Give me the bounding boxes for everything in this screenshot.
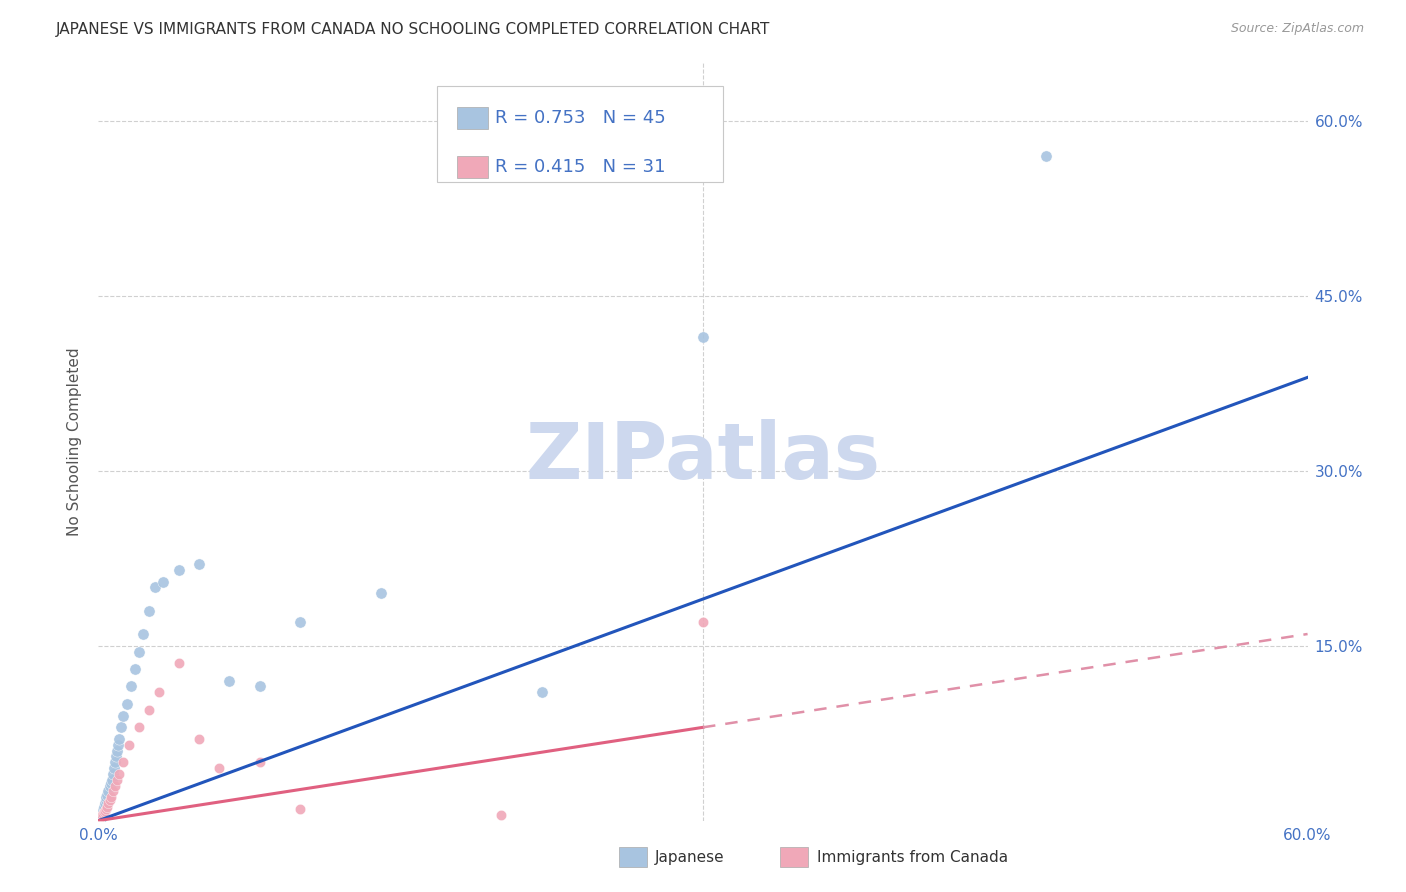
Point [91,807,114,822]
Point [91,806,114,821]
Point [218,673,240,688]
Point [120,680,142,694]
Point [249,756,271,770]
Point [97,784,120,798]
Point [100,772,122,787]
Point [94,805,117,819]
Text: R = 0.753   N = 45: R = 0.753 N = 45 [495,109,665,127]
Point [96,802,118,816]
Point [138,703,160,717]
Point [143,580,166,594]
Point [103,756,125,770]
Point [132,627,155,641]
Point [152,574,174,589]
Point [101,767,124,781]
Point [90,811,112,825]
Point [90,809,112,823]
Point [107,731,129,746]
Point [104,749,127,764]
Point [101,784,124,798]
Text: Japanese: Japanese [655,850,725,864]
Point [208,761,231,775]
Point [167,563,190,577]
Point [124,662,146,676]
Point [103,761,125,775]
Point [105,744,128,758]
Point [105,772,128,787]
Text: Source: ZipAtlas.com: Source: ZipAtlas.com [1230,22,1364,36]
Point [107,767,129,781]
Point [98,779,121,793]
Point [128,720,150,734]
Point [93,803,115,817]
Point [138,604,160,618]
Point [90,809,112,823]
Point [288,802,311,816]
Point [93,799,115,814]
Point [107,738,129,752]
Point [188,557,211,571]
Point [118,738,141,752]
Point [288,615,311,630]
Text: R = 0.415   N = 31: R = 0.415 N = 31 [495,158,665,176]
Point [148,685,170,699]
Point [491,807,513,822]
Point [89,811,111,825]
Point [103,779,125,793]
Text: ZIPatlas: ZIPatlas [526,418,880,495]
Point [91,807,114,822]
Point [111,708,134,723]
Point [188,731,211,746]
Point [128,644,150,658]
Point [249,680,271,694]
Point [89,811,111,825]
Text: JAPANESE VS IMMIGRANTS FROM CANADA NO SCHOOLING COMPLETED CORRELATION CHART: JAPANESE VS IMMIGRANTS FROM CANADA NO SC… [56,22,770,37]
Point [89,810,111,824]
Point [94,796,117,810]
Point [115,697,138,711]
Point [91,807,114,822]
Point [97,796,120,810]
Point [370,586,392,600]
Point [111,756,134,770]
Point [530,685,553,699]
Point [94,792,117,806]
Point [93,806,115,821]
Y-axis label: No Schooling Completed: No Schooling Completed [67,347,83,536]
Point [91,805,114,819]
Point [96,788,118,802]
Text: Immigrants from Canada: Immigrants from Canada [817,850,1008,864]
Point [89,811,111,825]
Point [1035,149,1057,163]
Point [90,810,112,824]
Point [110,720,132,734]
Point [89,813,111,827]
Point [93,805,115,820]
Point [98,792,121,806]
Point [167,656,190,670]
Point [692,329,714,343]
Point [96,790,118,805]
Point [100,776,122,790]
Point [692,615,714,630]
Point [96,799,118,814]
Point [100,790,122,805]
Point [89,813,111,827]
Point [93,802,115,816]
